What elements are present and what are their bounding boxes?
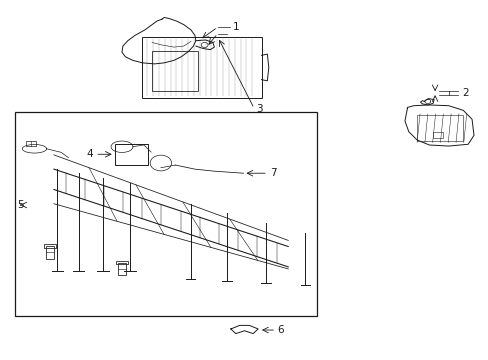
Bar [416,114,462,141]
Text: 1: 1 [232,22,239,32]
Bar [115,144,147,165]
Text: 5: 5 [18,200,24,210]
Bar [152,51,198,91]
Bar [46,246,54,259]
Bar [116,261,127,264]
Text: 6: 6 [277,325,284,335]
Text: 3: 3 [256,104,263,113]
Bar [44,244,56,248]
Text: 7: 7 [270,168,276,178]
Bar [15,112,317,316]
Text: 2: 2 [461,88,468,98]
Bar [26,140,36,146]
Text: 4: 4 [86,149,93,159]
Bar [432,132,442,138]
Bar [142,37,261,98]
Bar [118,262,125,275]
